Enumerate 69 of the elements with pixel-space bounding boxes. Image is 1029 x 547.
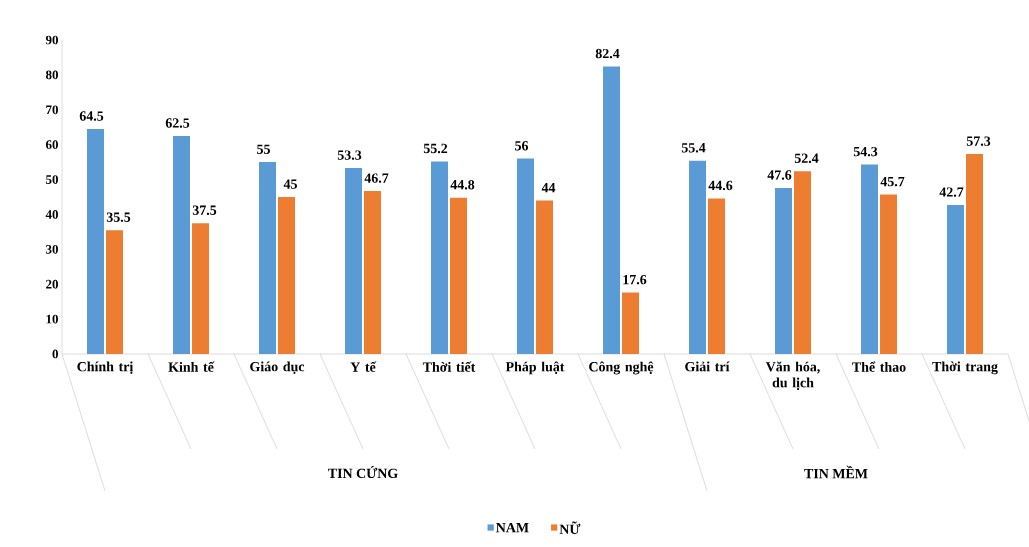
y-tick-label: 30: [46, 244, 58, 254]
y-tick-label: 80: [45, 70, 58, 80]
bar: [966, 154, 984, 354]
bar: [861, 164, 879, 354]
x-tick-label: Thời trang: [932, 361, 998, 375]
bar: [947, 205, 965, 354]
bar: [689, 160, 707, 354]
bar: [880, 194, 898, 354]
data-label: 42.7: [939, 187, 964, 197]
text: TIN CỨNG: [328, 465, 398, 479]
y-tick-label: 20: [46, 279, 58, 289]
bar: [450, 197, 468, 354]
data-label: 55: [257, 144, 270, 154]
legend-label: NỮ: [559, 521, 581, 534]
bar: [278, 196, 296, 354]
y-tick-label: 40: [45, 210, 58, 219]
bar: [708, 198, 726, 354]
bar: [259, 162, 277, 354]
x-tick-label: Giải trí: [685, 361, 730, 372]
data-label: 55.4: [681, 143, 706, 153]
x-tick-label: Kinh tế: [168, 361, 215, 372]
text: TIN MỀM: [804, 465, 868, 479]
data-label: 46.7: [364, 173, 389, 183]
data-label: 82.4: [595, 48, 620, 59]
legend-label: NAM: [496, 523, 529, 533]
x-tick-label: Thể thao: [852, 361, 906, 372]
x-tick-label: Công nghệ: [589, 361, 654, 375]
y-tick-label: 10: [46, 314, 58, 324]
bar: [192, 223, 210, 354]
data-label: 45: [283, 179, 297, 189]
y-tick-label: 70: [46, 105, 58, 115]
x-tick-label: Thời tiết: [422, 361, 476, 372]
data-label: 44.8: [450, 180, 475, 190]
y-tick-label: 0: [52, 349, 58, 359]
data-label: 45.7: [880, 176, 905, 187]
data-label: 17.6: [623, 274, 647, 285]
data-label: 64.5: [79, 111, 104, 121]
bar: [536, 200, 554, 354]
bar: [603, 66, 621, 354]
x-tick-label: Y tế: [350, 361, 377, 372]
data-label: 37.5: [192, 205, 217, 215]
data-label: 47.6: [767, 170, 792, 180]
x-tick-label: Chính trị: [77, 361, 134, 374]
bar: [622, 292, 640, 354]
data-label: 54.3: [853, 146, 878, 157]
y-tick-label: 60: [45, 140, 58, 150]
bar: [517, 158, 535, 354]
bar: [87, 128, 105, 354]
data-label: 44.6: [708, 180, 733, 191]
bar: [173, 135, 191, 354]
data-label: 35.5: [106, 212, 131, 222]
bar: [794, 171, 812, 354]
data-label: 53.3: [337, 150, 362, 160]
y-tick-label: 50: [46, 175, 58, 184]
bar: [364, 191, 382, 354]
y-tick-label: 90: [45, 35, 58, 45]
bar: [345, 168, 363, 354]
data-label: 55.2: [423, 143, 448, 154]
data-label: 44: [541, 183, 556, 193]
bar: [106, 230, 124, 354]
bar: [431, 161, 449, 354]
data-label: 52.4: [794, 153, 819, 163]
data-label: 56: [515, 141, 529, 151]
x-tick-label: Pháp luật: [505, 361, 565, 375]
x-tick-label: Giáo dục: [250, 361, 305, 374]
data-label: 57.3: [966, 136, 991, 146]
x-tick-label: Văn hóa, du lịch: [765, 361, 820, 391]
data-label: 62.5: [165, 118, 190, 128]
bar: [775, 187, 793, 354]
